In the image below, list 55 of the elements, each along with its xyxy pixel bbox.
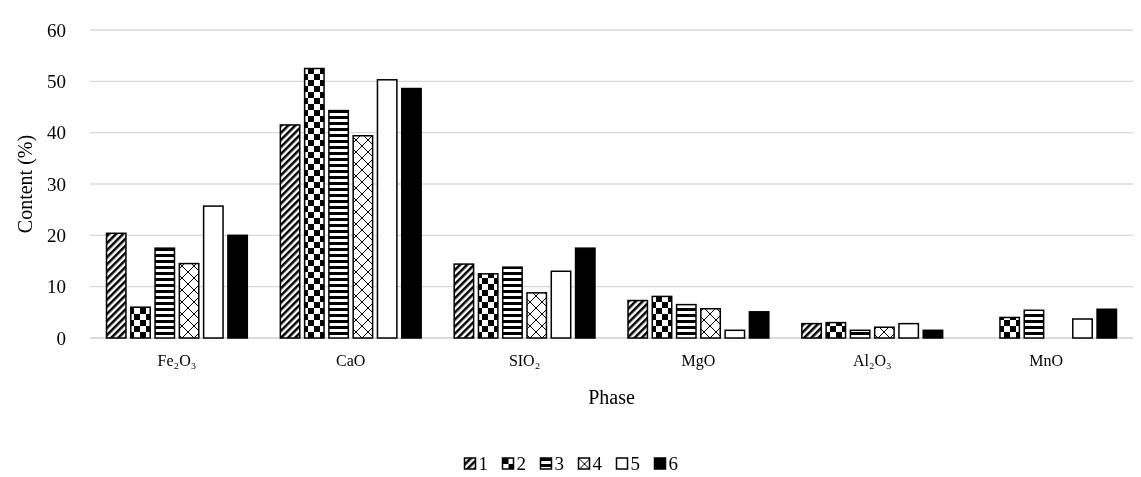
bar <box>748 311 770 339</box>
y-axis-title: Content (%) <box>14 134 37 234</box>
x-tick-label: Fe₂O₃ <box>157 352 197 369</box>
bar <box>130 306 151 339</box>
x-tick-label: MgO <box>681 352 716 370</box>
bar <box>501 266 523 339</box>
bar <box>849 329 871 339</box>
bar <box>999 316 1021 339</box>
bar <box>376 79 398 339</box>
bar <box>154 247 176 339</box>
bar <box>202 205 224 339</box>
bar <box>477 273 499 339</box>
y-tick-label: 0 <box>56 327 66 349</box>
bar <box>178 262 200 339</box>
bar <box>873 326 895 339</box>
bar <box>1023 309 1045 339</box>
x-tick-label: SIO₂ <box>508 352 541 369</box>
bar <box>453 263 475 339</box>
bar <box>724 329 746 339</box>
bar <box>526 292 548 339</box>
bar <box>574 247 596 339</box>
x-axis-title: Phase <box>588 386 635 408</box>
bar <box>352 135 374 339</box>
bar <box>801 322 823 339</box>
x-tick-label: MnO <box>1029 352 1063 369</box>
bar <box>922 329 944 339</box>
x-tick-label: Al₂O₃ <box>852 352 892 369</box>
bar <box>227 234 249 339</box>
bar <box>400 87 422 339</box>
y-tick-label: 60 <box>47 19 66 41</box>
bar <box>303 67 325 339</box>
bar <box>627 299 649 339</box>
y-tick-label: 40 <box>47 122 66 144</box>
y-tick-label: 10 <box>47 276 66 298</box>
bar <box>700 307 722 339</box>
legend-label: 5 <box>630 453 640 474</box>
x-tick-label: CaO <box>336 352 366 369</box>
bar <box>1072 318 1093 339</box>
bar <box>825 321 847 339</box>
bar <box>651 295 673 339</box>
y-tick-label: 20 <box>47 224 66 246</box>
legend-label: 2 <box>516 453 526 474</box>
bar <box>1096 308 1118 339</box>
legend-label: 1 <box>478 453 488 474</box>
bar <box>279 124 301 339</box>
bar <box>328 109 350 339</box>
bar <box>675 303 697 339</box>
legend-label: 6 <box>668 453 678 474</box>
y-tick-label: 50 <box>47 70 66 92</box>
bar <box>898 322 920 339</box>
legend-label: 4 <box>592 453 603 474</box>
bar <box>105 232 127 339</box>
y-tick-label: 30 <box>47 173 66 195</box>
bar <box>550 270 572 339</box>
legend-label: 3 <box>554 453 564 474</box>
